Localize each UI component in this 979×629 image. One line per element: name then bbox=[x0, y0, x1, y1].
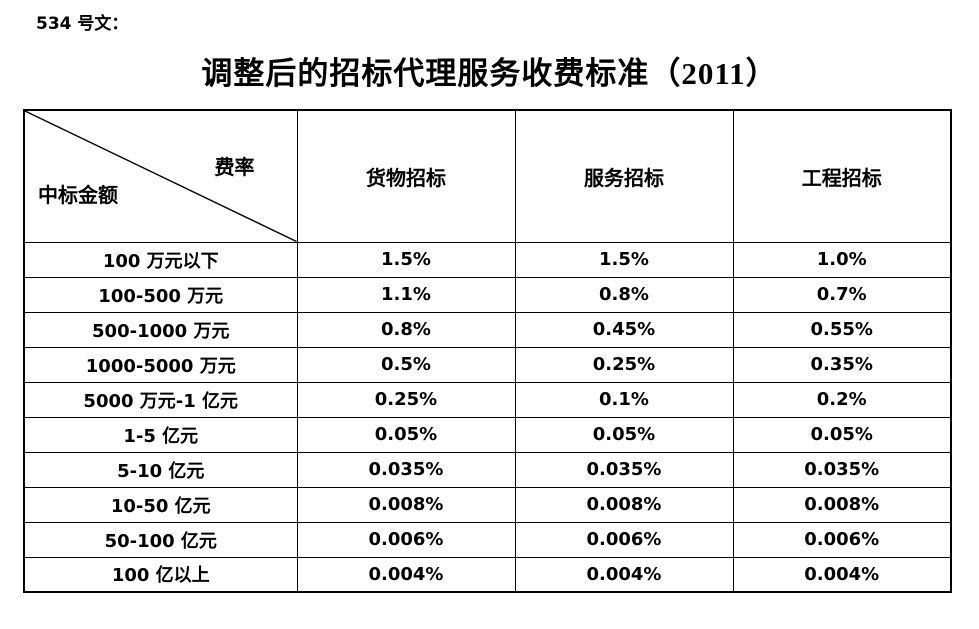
amount-cell: 5000 万元-1 亿元 bbox=[23, 381, 298, 418]
column-header-service: 服务招标 bbox=[514, 109, 734, 243]
corner-label-bid-amount: 中标金额 bbox=[38, 184, 118, 207]
engineering-rate-cell: 0.05% bbox=[732, 416, 952, 453]
table-row: 1-5 亿元 0.05% 0.05% 0.05% bbox=[23, 416, 952, 453]
column-header-engineering: 工程招标 bbox=[732, 109, 952, 243]
table-body: 100 万元以下 1.5% 1.5% 1.0% 100-500 万元 1.1% … bbox=[23, 241, 952, 593]
amount-cell: 50-100 亿元 bbox=[23, 521, 298, 558]
table-row: 100 万元以下 1.5% 1.5% 1.0% bbox=[23, 241, 952, 278]
goods-rate-cell: 0.006% bbox=[296, 521, 516, 558]
header-row: 费率 中标金额 货物招标 服务招标 工程招标 bbox=[23, 109, 952, 243]
diagonal-divider bbox=[25, 111, 297, 242]
engineering-rate-cell: 0.035% bbox=[732, 451, 952, 488]
service-rate-cell: 0.25% bbox=[514, 346, 734, 383]
engineering-rate-cell: 0.55% bbox=[732, 311, 952, 348]
service-rate-cell: 0.05% bbox=[514, 416, 734, 453]
service-rate-cell: 0.004% bbox=[514, 556, 734, 593]
table-row: 5000 万元-1 亿元 0.25% 0.1% 0.2% bbox=[23, 381, 952, 418]
service-rate-cell: 0.1% bbox=[514, 381, 734, 418]
table-row: 500-1000 万元 0.8% 0.45% 0.55% bbox=[23, 311, 952, 348]
engineering-rate-cell: 0.35% bbox=[732, 346, 952, 383]
service-rate-cell: 0.006% bbox=[514, 521, 734, 558]
amount-cell: 10-50 亿元 bbox=[23, 486, 298, 523]
amount-cell: 100-500 万元 bbox=[23, 276, 298, 313]
service-rate-cell: 1.5% bbox=[514, 241, 734, 278]
amount-cell: 5-10 亿元 bbox=[23, 451, 298, 488]
engineering-rate-cell: 0.008% bbox=[732, 486, 952, 523]
table-row: 100-500 万元 1.1% 0.8% 0.7% bbox=[23, 276, 952, 313]
fee-standard-table: 费率 中标金额 货物招标 服务招标 工程招标 100 万元以下 1.5% 1.5… bbox=[23, 109, 952, 593]
goods-rate-cell: 0.05% bbox=[296, 416, 516, 453]
amount-cell: 500-1000 万元 bbox=[23, 311, 298, 348]
amount-cell: 1-5 亿元 bbox=[23, 416, 298, 453]
table-row: 100 亿以上 0.004% 0.004% 0.004% bbox=[23, 556, 952, 593]
goods-rate-cell: 0.035% bbox=[296, 451, 516, 488]
column-header-goods: 货物招标 bbox=[296, 109, 516, 243]
engineering-rate-cell: 0.006% bbox=[732, 521, 952, 558]
goods-rate-cell: 1.1% bbox=[296, 276, 516, 313]
amount-cell: 100 万元以下 bbox=[23, 241, 298, 278]
corner-label-fee-rate: 费率 bbox=[214, 157, 255, 179]
service-rate-cell: 0.45% bbox=[514, 311, 734, 348]
service-rate-cell: 0.008% bbox=[514, 486, 734, 523]
doc-number: 534 号文： bbox=[36, 14, 129, 34]
table-row: 5-10 亿元 0.035% 0.035% 0.035% bbox=[23, 451, 952, 488]
table-header: 费率 中标金额 货物招标 服务招标 工程招标 bbox=[23, 109, 952, 243]
table-row: 50-100 亿元 0.006% 0.006% 0.006% bbox=[23, 521, 952, 558]
engineering-rate-cell: 0.7% bbox=[732, 276, 952, 313]
goods-rate-cell: 0.004% bbox=[296, 556, 516, 593]
goods-rate-cell: 1.5% bbox=[296, 241, 516, 278]
goods-rate-cell: 0.8% bbox=[296, 311, 516, 348]
service-rate-cell: 0.035% bbox=[514, 451, 734, 488]
amount-cell: 1000-5000 万元 bbox=[23, 346, 298, 383]
page-title: 调整后的招标代理服务收费标准（2011） bbox=[201, 56, 778, 91]
amount-cell: 100 亿以上 bbox=[23, 556, 298, 593]
table-row: 10-50 亿元 0.008% 0.008% 0.008% bbox=[23, 486, 952, 523]
engineering-rate-cell: 1.0% bbox=[732, 241, 952, 278]
table-row: 1000-5000 万元 0.5% 0.25% 0.35% bbox=[23, 346, 952, 383]
goods-rate-cell: 0.008% bbox=[296, 486, 516, 523]
corner-header-cell: 费率 中标金额 bbox=[23, 109, 298, 243]
engineering-rate-cell: 0.2% bbox=[732, 381, 952, 418]
engineering-rate-cell: 0.004% bbox=[732, 556, 952, 593]
service-rate-cell: 0.8% bbox=[514, 276, 734, 313]
goods-rate-cell: 0.5% bbox=[296, 346, 516, 383]
goods-rate-cell: 0.25% bbox=[296, 381, 516, 418]
